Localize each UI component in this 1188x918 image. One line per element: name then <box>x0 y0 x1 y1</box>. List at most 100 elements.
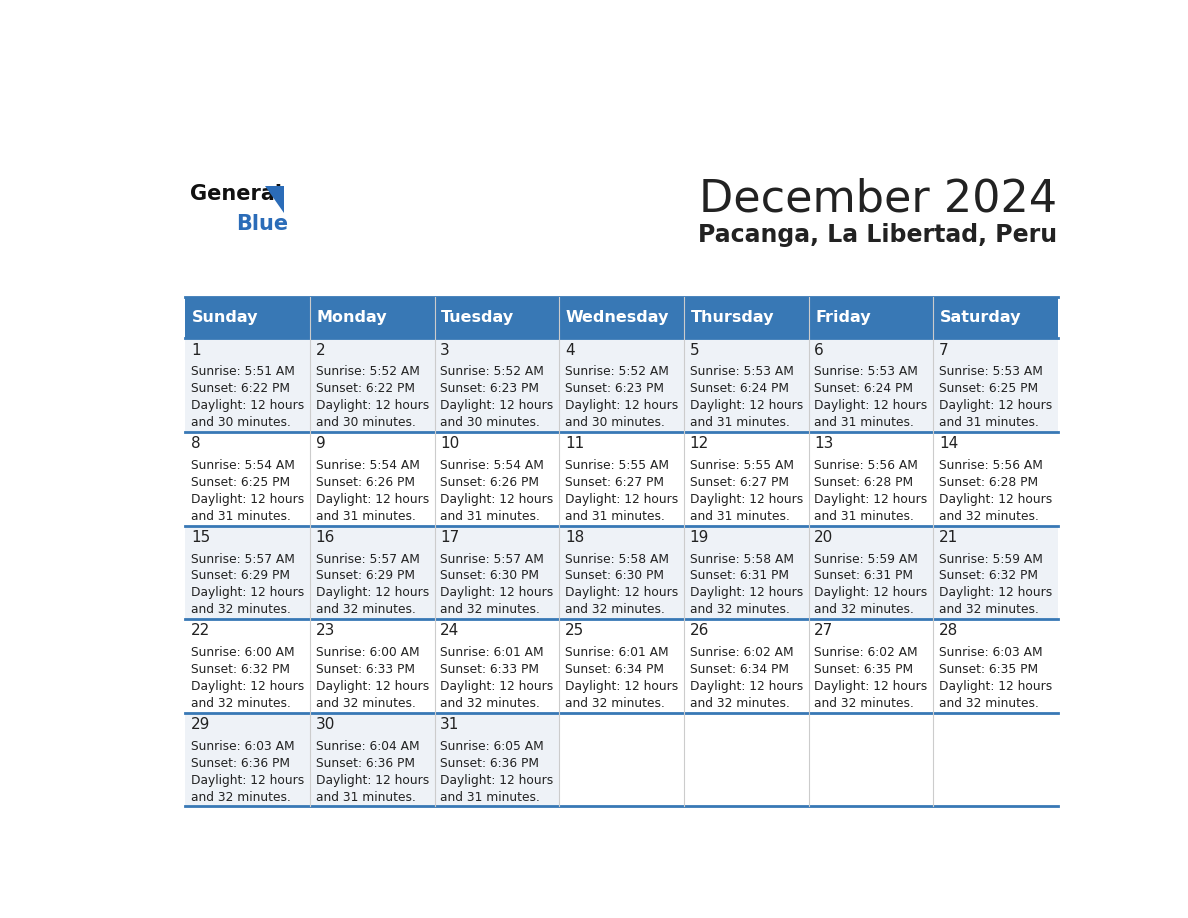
Text: Sunrise: 5:54 AM: Sunrise: 5:54 AM <box>316 459 419 472</box>
Text: 4: 4 <box>565 342 575 358</box>
Text: 16: 16 <box>316 530 335 545</box>
Text: Sunset: 6:26 PM: Sunset: 6:26 PM <box>441 476 539 489</box>
Text: and 31 minutes.: and 31 minutes. <box>689 509 790 523</box>
Text: Daylight: 12 hours: Daylight: 12 hours <box>814 399 928 412</box>
Text: Sunrise: 6:01 AM: Sunrise: 6:01 AM <box>441 646 544 659</box>
FancyBboxPatch shape <box>435 339 560 432</box>
Text: December 2024: December 2024 <box>699 177 1057 220</box>
Text: Sunrise: 6:03 AM: Sunrise: 6:03 AM <box>191 740 295 753</box>
Text: 14: 14 <box>939 436 959 452</box>
Text: and 31 minutes.: and 31 minutes. <box>191 509 291 523</box>
FancyBboxPatch shape <box>684 620 809 713</box>
FancyBboxPatch shape <box>185 620 310 713</box>
Text: 9: 9 <box>316 436 326 452</box>
Text: Daylight: 12 hours: Daylight: 12 hours <box>316 493 429 506</box>
Text: Sunset: 6:25 PM: Sunset: 6:25 PM <box>939 382 1038 396</box>
Text: and 31 minutes.: and 31 minutes. <box>316 790 416 803</box>
Text: Sunset: 6:28 PM: Sunset: 6:28 PM <box>939 476 1038 489</box>
Text: Sunrise: 5:51 AM: Sunrise: 5:51 AM <box>191 365 295 378</box>
FancyBboxPatch shape <box>310 432 435 526</box>
Text: Thursday: Thursday <box>690 310 775 326</box>
Text: Sunrise: 6:00 AM: Sunrise: 6:00 AM <box>191 646 295 659</box>
Text: 10: 10 <box>441 436 460 452</box>
Text: Sunday: Sunday <box>191 310 258 326</box>
FancyBboxPatch shape <box>809 620 934 713</box>
Text: Monday: Monday <box>316 310 387 326</box>
Text: 5: 5 <box>689 342 700 358</box>
Text: Sunrise: 5:55 AM: Sunrise: 5:55 AM <box>565 459 669 472</box>
Text: Daylight: 12 hours: Daylight: 12 hours <box>689 493 803 506</box>
Text: and 31 minutes.: and 31 minutes. <box>316 509 416 523</box>
Text: Sunrise: 5:52 AM: Sunrise: 5:52 AM <box>565 365 669 378</box>
Text: Daylight: 12 hours: Daylight: 12 hours <box>689 399 803 412</box>
FancyBboxPatch shape <box>185 432 310 526</box>
Text: Sunrise: 5:54 AM: Sunrise: 5:54 AM <box>191 459 295 472</box>
FancyBboxPatch shape <box>310 526 435 620</box>
Text: Sunrise: 6:00 AM: Sunrise: 6:00 AM <box>316 646 419 659</box>
Text: Daylight: 12 hours: Daylight: 12 hours <box>191 399 304 412</box>
Text: 30: 30 <box>316 717 335 732</box>
Text: Sunrise: 5:59 AM: Sunrise: 5:59 AM <box>939 553 1043 565</box>
Text: Sunset: 6:36 PM: Sunset: 6:36 PM <box>191 756 290 769</box>
Text: Daylight: 12 hours: Daylight: 12 hours <box>316 680 429 693</box>
FancyBboxPatch shape <box>809 526 934 620</box>
Text: Sunset: 6:24 PM: Sunset: 6:24 PM <box>814 382 914 396</box>
Text: Daylight: 12 hours: Daylight: 12 hours <box>814 680 928 693</box>
Text: 2: 2 <box>316 342 326 358</box>
Text: Daylight: 12 hours: Daylight: 12 hours <box>689 680 803 693</box>
Text: and 32 minutes.: and 32 minutes. <box>565 697 665 710</box>
FancyBboxPatch shape <box>185 297 1059 339</box>
Text: and 31 minutes.: and 31 minutes. <box>939 416 1038 430</box>
FancyBboxPatch shape <box>435 620 560 713</box>
Text: Daylight: 12 hours: Daylight: 12 hours <box>565 399 678 412</box>
FancyBboxPatch shape <box>310 339 435 432</box>
Text: Sunrise: 5:53 AM: Sunrise: 5:53 AM <box>814 365 918 378</box>
Text: Sunset: 6:23 PM: Sunset: 6:23 PM <box>565 382 664 396</box>
Text: Daylight: 12 hours: Daylight: 12 hours <box>814 493 928 506</box>
Text: 27: 27 <box>814 623 834 639</box>
FancyBboxPatch shape <box>310 620 435 713</box>
Text: and 32 minutes.: and 32 minutes. <box>191 603 291 616</box>
Text: Sunrise: 5:58 AM: Sunrise: 5:58 AM <box>689 553 794 565</box>
Text: Sunrise: 6:05 AM: Sunrise: 6:05 AM <box>441 740 544 753</box>
FancyBboxPatch shape <box>560 620 684 713</box>
Text: 6: 6 <box>814 342 824 358</box>
Text: Sunset: 6:22 PM: Sunset: 6:22 PM <box>191 382 290 396</box>
FancyBboxPatch shape <box>185 526 310 620</box>
Text: Sunset: 6:27 PM: Sunset: 6:27 PM <box>565 476 664 489</box>
Text: Pacanga, La Libertad, Peru: Pacanga, La Libertad, Peru <box>699 223 1057 247</box>
Text: Sunset: 6:32 PM: Sunset: 6:32 PM <box>939 569 1038 583</box>
Text: Daylight: 12 hours: Daylight: 12 hours <box>316 399 429 412</box>
Text: Daylight: 12 hours: Daylight: 12 hours <box>316 774 429 787</box>
Text: 18: 18 <box>565 530 584 545</box>
Text: 26: 26 <box>689 623 709 639</box>
Text: and 32 minutes.: and 32 minutes. <box>814 603 915 616</box>
FancyBboxPatch shape <box>560 339 684 432</box>
FancyBboxPatch shape <box>185 339 310 432</box>
Text: 17: 17 <box>441 530 460 545</box>
Text: Daylight: 12 hours: Daylight: 12 hours <box>441 587 554 599</box>
Text: 25: 25 <box>565 623 584 639</box>
Text: Sunrise: 5:53 AM: Sunrise: 5:53 AM <box>689 365 794 378</box>
Text: and 32 minutes.: and 32 minutes. <box>689 603 790 616</box>
Text: 20: 20 <box>814 530 834 545</box>
Text: Sunrise: 5:59 AM: Sunrise: 5:59 AM <box>814 553 918 565</box>
Text: Daylight: 12 hours: Daylight: 12 hours <box>689 587 803 599</box>
Text: Sunset: 6:25 PM: Sunset: 6:25 PM <box>191 476 290 489</box>
Text: 15: 15 <box>191 530 210 545</box>
Text: Tuesday: Tuesday <box>441 310 514 326</box>
Text: Sunset: 6:29 PM: Sunset: 6:29 PM <box>316 569 415 583</box>
Text: and 31 minutes.: and 31 minutes. <box>814 416 915 430</box>
Text: and 30 minutes.: and 30 minutes. <box>316 416 416 430</box>
Text: and 32 minutes.: and 32 minutes. <box>191 790 291 803</box>
Text: 24: 24 <box>441 623 460 639</box>
Text: Sunrise: 6:02 AM: Sunrise: 6:02 AM <box>814 646 918 659</box>
Text: and 32 minutes.: and 32 minutes. <box>316 697 416 710</box>
FancyBboxPatch shape <box>934 620 1059 713</box>
Text: Daylight: 12 hours: Daylight: 12 hours <box>441 774 554 787</box>
Text: 28: 28 <box>939 623 959 639</box>
FancyBboxPatch shape <box>809 432 934 526</box>
Text: General: General <box>190 185 282 205</box>
Text: Daylight: 12 hours: Daylight: 12 hours <box>939 399 1053 412</box>
FancyBboxPatch shape <box>560 526 684 620</box>
